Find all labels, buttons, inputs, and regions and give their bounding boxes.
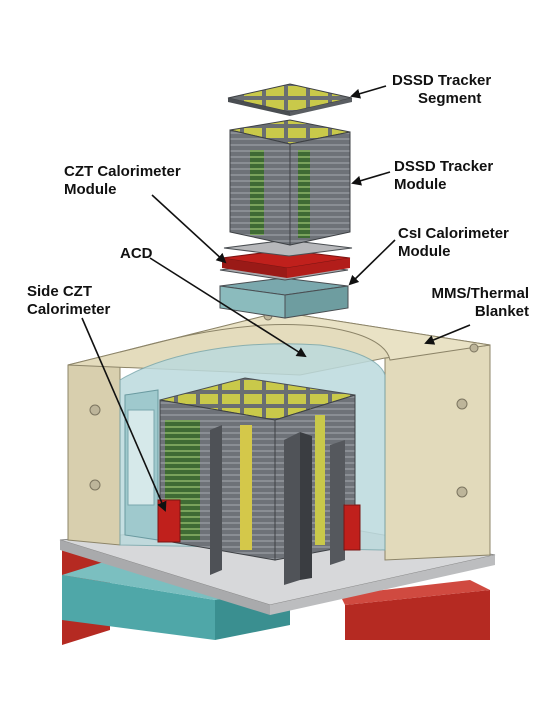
arrow-acd <box>149 257 307 358</box>
side-modules <box>210 425 345 585</box>
arrow-dssd-module <box>351 171 391 186</box>
label-side-czt-calorimeter: Side CZT Calorimeter <box>27 283 111 318</box>
arrow-csi-module <box>348 239 396 286</box>
label-acd: ACD <box>120 245 153 262</box>
arrow-mms <box>424 324 471 345</box>
arrow-side-czt <box>81 317 167 512</box>
dssd-tracker-module <box>229 119 351 246</box>
label-csi-calorimeter-module: CsI Calorimeter Module <box>398 225 509 260</box>
label-czt-calorimeter-module: CZT Calorimeter Module <box>64 163 181 198</box>
arrow-czt-module <box>151 194 227 264</box>
leader-lines <box>81 85 471 512</box>
label-mms-thermal-blanket: MMS/Thermal Blanket <box>431 285 529 320</box>
label-dssd-tracker-segment: DSSD Tracker Segment <box>392 72 492 107</box>
inner-tracker-array <box>159 377 356 561</box>
dssd-tracker-segment <box>227 83 353 116</box>
label-dssd-tracker-module: DSSD Tracker Module <box>394 158 494 193</box>
exploded-calorimeter-stack <box>219 239 353 319</box>
arrow-dssd-segment <box>350 85 387 99</box>
